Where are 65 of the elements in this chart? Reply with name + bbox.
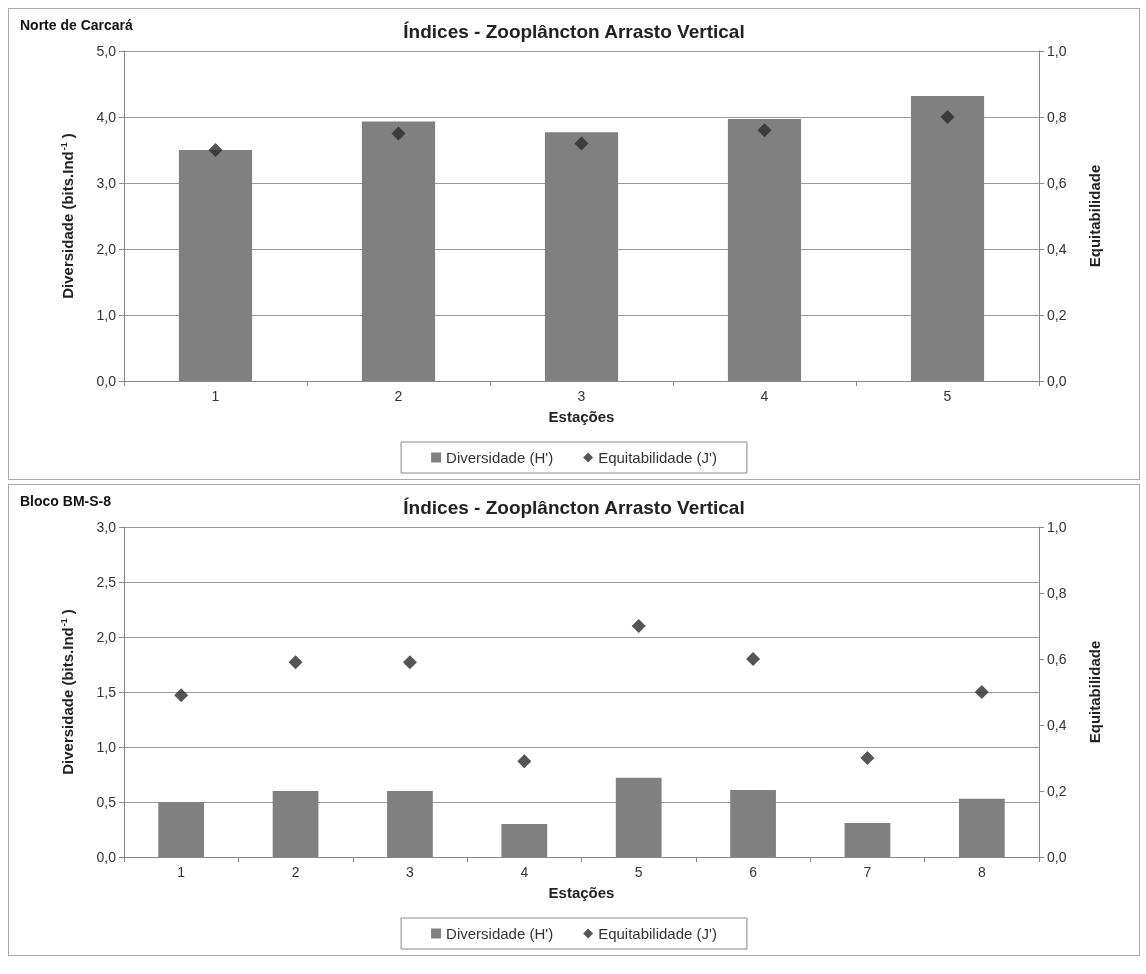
y-tick-label: 1,0 — [96, 307, 117, 323]
x-tick-label: 1 — [211, 388, 220, 404]
x-axis-title: Estações — [548, 884, 615, 901]
legend-label: Equitabilidade (J') — [598, 449, 717, 466]
legend-label: Diversidade (H') — [446, 925, 554, 942]
x-tick-label: 5 — [943, 388, 952, 404]
y-tick-label: 0,0 — [96, 373, 117, 389]
y-tick-label: 3,0 — [96, 175, 117, 191]
y2-tick-label: 0,0 — [1047, 849, 1067, 865]
point — [174, 688, 189, 703]
y2-tick-label: 0,0 — [1047, 373, 1067, 389]
x-tick-label: 8 — [977, 864, 986, 880]
y2-tick-label: 0,4 — [1047, 241, 1067, 257]
y-tick-label: 2,0 — [96, 241, 117, 257]
point — [402, 655, 417, 670]
y2-tick-label: 0,8 — [1047, 585, 1067, 601]
point — [974, 685, 989, 699]
y-tick-label: 2,5 — [96, 574, 117, 590]
x-tick-label: 3 — [406, 864, 415, 880]
y2-tick-label: 0,2 — [1047, 307, 1067, 323]
chart-subtitle: Norte de Carcará — [20, 17, 134, 33]
x-tick-label: 7 — [863, 864, 872, 880]
point — [746, 652, 761, 666]
x-tick-label: 5 — [634, 864, 643, 880]
x-tick-label: 4 — [760, 388, 769, 404]
x-axis-title: Estações — [548, 408, 615, 425]
y2-tick-label: 0,8 — [1047, 109, 1067, 125]
y2-tick-label: 0,4 — [1047, 717, 1067, 733]
y2-tick-label: 0,6 — [1047, 175, 1067, 191]
chart-title: Índices - Zooplâncton Arrasto Vertical — [403, 21, 745, 42]
point — [391, 126, 406, 141]
x-tick-label: 2 — [394, 388, 403, 404]
chart-subtitle: Bloco BM-S-8 — [20, 493, 112, 509]
legend-label: Diversidade (H') — [446, 449, 554, 466]
point — [574, 136, 589, 151]
point — [208, 143, 223, 157]
x-tick-label: 3 — [577, 388, 586, 404]
point — [860, 751, 875, 765]
y-axis-title: Diversidade (bits.Ind-1) — [58, 609, 76, 775]
y2-tick-label: 0,6 — [1047, 651, 1067, 667]
x-tick-label: 1 — [177, 864, 186, 880]
point — [288, 655, 303, 670]
y-axis-title: Diversidade (bits.Ind-1) — [58, 133, 76, 299]
y-tick-label: 0,0 — [96, 849, 117, 865]
legend-label: Equitabilidade (J') — [598, 925, 717, 942]
point — [757, 123, 772, 138]
point — [631, 619, 646, 633]
y-tick-label: 0,5 — [96, 794, 117, 810]
y-tick-label: 1,0 — [96, 739, 117, 755]
point — [940, 110, 955, 124]
y-tick-label: 3,0 — [96, 519, 117, 535]
y2-tick-label: 0,2 — [1047, 783, 1067, 799]
y2-tick-label: 1,0 — [1047, 43, 1067, 59]
x-tick-label: 4 — [520, 864, 529, 880]
y-tick-label: 5,0 — [96, 43, 117, 59]
point — [517, 754, 532, 769]
y-tick-label: 1,5 — [96, 684, 117, 700]
y2-tick-label: 1,0 — [1047, 519, 1067, 535]
x-tick-label: 2 — [291, 864, 300, 880]
x-tick-label: 6 — [749, 864, 758, 880]
y-tick-label: 4,0 — [96, 109, 117, 125]
y2-axis-title: Equitabilidade — [1086, 164, 1103, 268]
chart-title: Índices - Zooplâncton Arrasto Vertical — [403, 497, 745, 518]
y-tick-label: 2,0 — [96, 629, 117, 645]
y2-axis-title: Equitabilidade — [1086, 640, 1103, 744]
